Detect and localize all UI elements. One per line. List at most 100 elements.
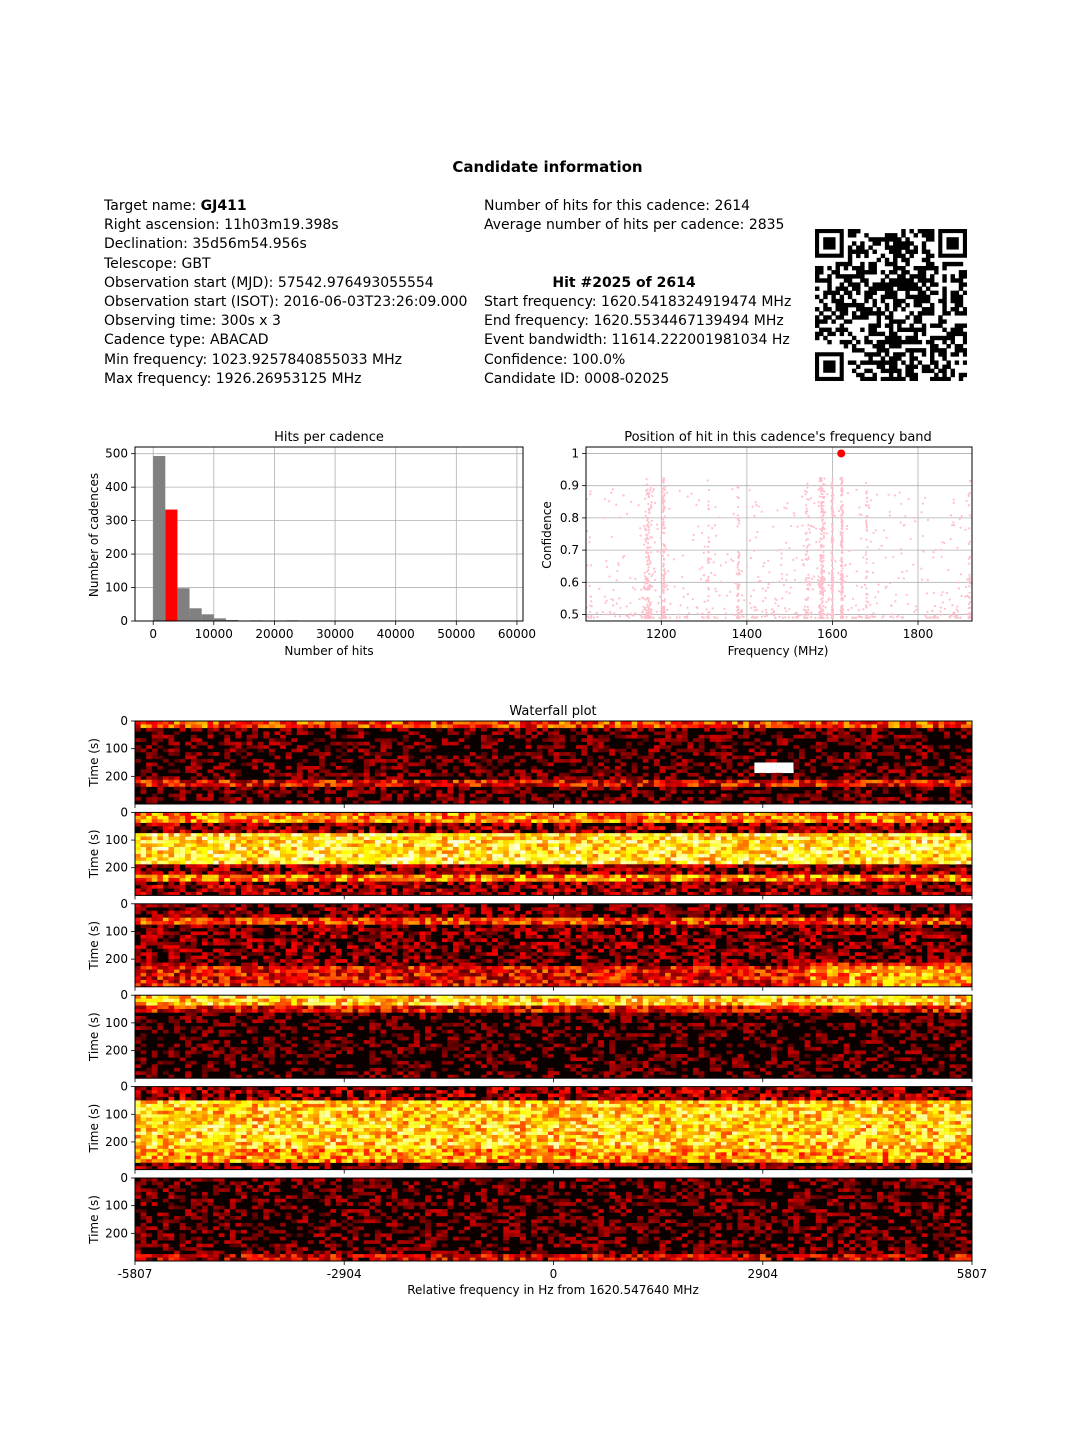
scatter-point [914, 520, 917, 523]
waterfall-cell [146, 769, 152, 774]
waterfall-cell [553, 783, 560, 787]
waterfall-cell [352, 741, 359, 746]
waterfall-cell [720, 779, 727, 784]
info-value: 1023.9257840855033 MHz [211, 351, 402, 368]
waterfall-cell [793, 822, 800, 827]
waterfall-cell [174, 812, 180, 817]
scatter-point [840, 569, 843, 572]
waterfall-cell [637, 724, 643, 729]
qr-module [864, 294, 869, 300]
waterfall-cell [313, 779, 320, 784]
waterfall-cell [492, 790, 498, 794]
scatter-background [586, 447, 972, 621]
qr-module [909, 278, 914, 283]
waterfall-cell [542, 762, 549, 767]
scatter-point [801, 558, 804, 562]
waterfall-cell [871, 786, 878, 791]
waterfall-cell [693, 779, 699, 784]
qr-module [938, 352, 943, 357]
waterfall-cell [905, 793, 911, 798]
qr-module [856, 249, 861, 254]
waterfall-cell [229, 815, 236, 820]
waterfall-cell [888, 779, 895, 784]
waterfall-cell [849, 812, 856, 817]
waterfall-cell [135, 727, 141, 732]
qr-module [839, 286, 845, 291]
qr-module [901, 282, 906, 287]
qr-module [815, 274, 820, 279]
scatter-point [840, 500, 843, 503]
waterfall-cell [743, 783, 749, 787]
scatter-point [656, 550, 659, 553]
waterfall-cell [614, 759, 621, 763]
waterfall-cell [430, 783, 437, 787]
scatter-point [588, 536, 591, 539]
waterfall-cell [949, 752, 956, 756]
waterfall-cell [732, 741, 738, 746]
scatter-point [814, 616, 817, 619]
waterfall-cell [486, 797, 493, 801]
waterfall-cell [570, 769, 577, 774]
waterfall-cell [218, 812, 225, 817]
scatter-point [865, 490, 868, 493]
waterfall-cell [268, 721, 275, 725]
waterfall-cell [854, 800, 861, 805]
waterfall-cell [542, 759, 549, 763]
scatter-point [865, 597, 868, 600]
scatter-point [739, 611, 742, 614]
waterfall-cell [882, 734, 889, 739]
waterfall-cell [397, 812, 404, 817]
waterfall-cell [380, 779, 387, 784]
waterfall-cell [955, 790, 962, 794]
qr-module [901, 327, 906, 333]
waterfall-cell [151, 721, 158, 725]
waterfall-cell [893, 812, 900, 817]
waterfall-cell [140, 786, 147, 791]
waterfall-cell [201, 812, 208, 817]
waterfall-cell [821, 741, 828, 746]
scatter-xtick-label: 1800 [903, 627, 934, 641]
scatter-point [678, 616, 681, 619]
waterfall-cell [905, 815, 911, 820]
waterfall-cell [826, 727, 833, 732]
waterfall-cell [709, 800, 716, 805]
scatter-point [681, 554, 685, 557]
waterfall-cell [257, 815, 264, 820]
qr-module [847, 229, 853, 234]
waterfall-cell [352, 724, 359, 729]
scatter-point [610, 535, 613, 538]
qr-module [913, 331, 919, 337]
scatter-point [812, 526, 815, 529]
waterfall-cell [252, 745, 258, 749]
waterfall-cell [620, 755, 627, 760]
waterfall-cell [229, 748, 236, 753]
waterfall-cell [681, 734, 688, 739]
waterfall-cell [759, 765, 766, 770]
qr-module [843, 319, 849, 324]
waterfall-cell [871, 822, 878, 827]
scatter-point [804, 510, 807, 513]
qr-module [868, 245, 873, 250]
waterfall-cell [447, 721, 454, 725]
waterfall-cell [140, 779, 147, 784]
waterfall-cell [793, 815, 800, 820]
qr-module [930, 376, 935, 381]
hist-xtick-label: 10000 [195, 627, 233, 641]
scatter-point [892, 616, 895, 619]
qr-module [876, 307, 882, 312]
scatter-point [784, 541, 788, 544]
waterfall-cell [285, 731, 292, 736]
waterfall-cell [832, 793, 839, 798]
waterfall-cell [843, 738, 850, 742]
scatter-point [830, 569, 833, 573]
waterfall-cell [559, 822, 565, 827]
waterfall-cell [916, 741, 922, 746]
waterfall-cell [319, 752, 325, 756]
waterfall-cell [614, 734, 621, 739]
waterfall-cell [581, 721, 588, 725]
waterfall-cell [575, 812, 582, 817]
waterfall-cell [196, 759, 203, 763]
scatter-point [588, 604, 592, 607]
waterfall-cell [598, 762, 604, 767]
waterfall-cell [709, 734, 716, 739]
